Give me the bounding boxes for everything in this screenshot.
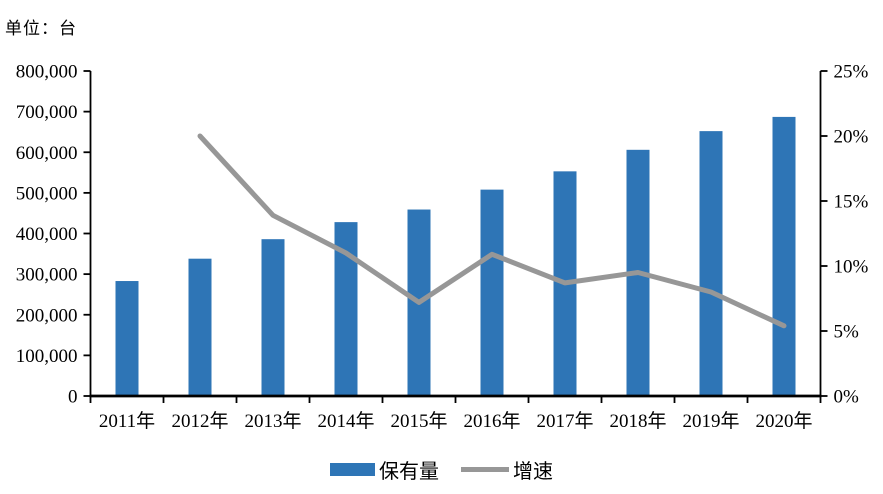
left-axis-tick-label: 300,000 <box>16 265 78 286</box>
right-axis-tick-label: 5% <box>834 322 860 343</box>
right-axis-tick-label: 10% <box>834 257 869 278</box>
left-axis-tick-label: 800,000 <box>16 62 78 83</box>
line-series-swatch <box>461 467 509 472</box>
bar-2014年 <box>334 222 358 396</box>
legend-label-holdings: 保有量 <box>379 461 439 483</box>
left-axis-tick-label: 600,000 <box>16 143 78 164</box>
left-axis-tick-label: 0 <box>68 387 78 408</box>
x-axis-label: 2018年 <box>609 410 666 432</box>
right-axis-tick-label: 20% <box>834 127 869 148</box>
bar-2011年 <box>115 281 139 396</box>
left-axis-tick-label: 400,000 <box>16 224 78 245</box>
right-axis-tick-label: 15% <box>834 192 869 213</box>
bar-2020年 <box>772 116 796 396</box>
x-axis-label: 2016年 <box>463 410 520 432</box>
legend-item-holdings: 保有量 <box>330 455 439 484</box>
left-axis-tick-label: 700,000 <box>16 102 78 123</box>
bar-2013年 <box>261 239 285 396</box>
x-axis-label: 2014年 <box>317 410 374 432</box>
legend-item-growth: 增速 <box>461 455 553 484</box>
right-axis-tick-label: 0% <box>834 387 860 408</box>
x-axis-label: 2012年 <box>171 410 228 432</box>
left-axis-tick-label: 200,000 <box>16 305 78 326</box>
bar-2016年 <box>480 189 504 396</box>
bar-series-swatch <box>330 463 375 476</box>
bar-2012年 <box>188 258 212 396</box>
growth-line <box>197 133 787 329</box>
chart-legend: 保有量 增速 <box>0 455 883 484</box>
x-axis-label: 2017年 <box>536 410 593 432</box>
chart-plot: 0 100,000 200,000 300,000 400,000 500,000 600,… <box>16 62 869 433</box>
bar-2019年 <box>699 131 723 396</box>
x-axis-label: 2013年 <box>244 410 301 432</box>
x-axis-label: 2011年 <box>99 410 155 432</box>
right-axis-tick-label: 25% <box>834 62 869 83</box>
left-axis-tick-label: 100,000 <box>16 346 78 367</box>
left-axis-tick-label: 500,000 <box>16 183 78 204</box>
x-axis-label: 2019年 <box>682 410 739 432</box>
x-axis-label: 2020年 <box>755 410 812 432</box>
x-axis-label: 2015年 <box>390 410 447 432</box>
unit-label: 单位：台 <box>5 19 77 38</box>
legend-label-growth: 增速 <box>513 461 553 483</box>
